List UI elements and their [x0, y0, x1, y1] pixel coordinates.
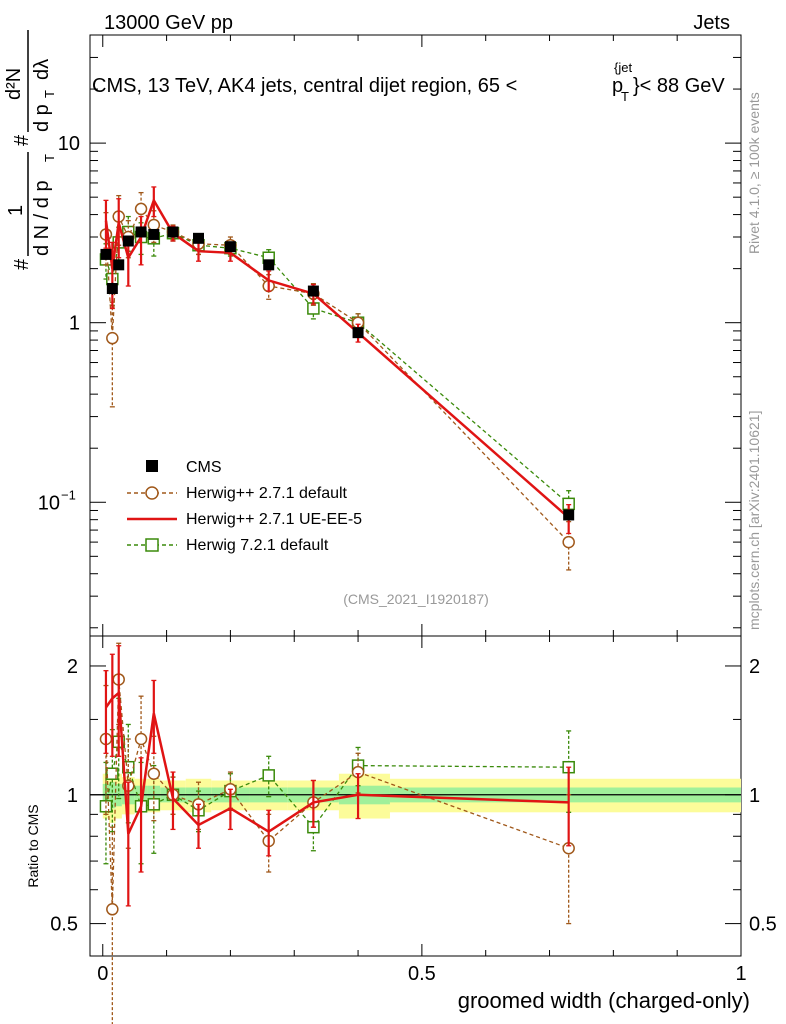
x-tick-label: 0 — [97, 963, 108, 985]
plot-title-close: }< 88 GeV — [633, 75, 725, 97]
legend-label-cms: CMS — [186, 459, 222, 476]
main-point-cms — [122, 235, 134, 247]
main-ylabel: # 1 d N / d p T # d²N d p T dλ — [3, 30, 57, 270]
main-y-tick-label: 1 — [69, 313, 80, 335]
ratio-y-tick-label: 1 — [67, 785, 78, 807]
energy-label: 13000 GeV pp — [104, 12, 233, 34]
x-tick-label: 0.5 — [408, 963, 436, 985]
analysis-id: (CMS_2021_I1920187) — [343, 591, 489, 607]
main-point-herwig271-default — [106, 331, 119, 345]
category-label: Jets — [693, 12, 730, 34]
ratio-point-herwig271-default — [134, 732, 148, 746]
plot-title-main: CMS, 13 TeV, AK4 jets, central dijet reg… — [92, 75, 517, 97]
ratio-ylabel: Ratio to CMS — [25, 804, 41, 887]
ylabel-one: 1 — [5, 205, 27, 216]
legend: CMS Herwig++ 2.7.1 default Herwig++ 2.7.… — [127, 459, 362, 554]
ratio-point-herwig271-default — [106, 903, 119, 916]
x-axis-label: groomed width (charged-only) — [458, 988, 750, 1013]
plot-title-p: p — [612, 75, 623, 97]
main-point-cms — [224, 241, 236, 253]
ylabel-T2: T — [42, 90, 57, 98]
main-point-cms — [167, 226, 179, 238]
ratio-y-tick-label-right: 0.5 — [749, 914, 777, 936]
legend-label-herwig721-default: Herwig 7.2.1 default — [186, 537, 329, 554]
ratio-point-herwig721 — [106, 767, 119, 780]
ylabel-d2N: d²N — [3, 68, 25, 100]
plot-title-jet: {jet — [614, 60, 632, 75]
ratio-y-tick-label-right: 2 — [749, 656, 760, 678]
main-point-herwig271-default — [134, 202, 148, 216]
legend-label-herwig271-default: Herwig++ 2.7.1 default — [186, 485, 348, 502]
ratio-y-tick-label-right: 1 — [749, 785, 760, 807]
main-point-cms — [113, 259, 125, 271]
rivet-label: Rivet 4.1.0, ≥ 100k events — [746, 92, 762, 254]
main-point-cms — [563, 509, 575, 521]
legend-marker-cms — [146, 460, 158, 472]
main-point-cms — [135, 226, 147, 238]
mcplots-label: mcplots.cern.ch [arXiv:2401.10621] — [746, 411, 762, 630]
main-y-tick-label: 10 — [58, 133, 80, 155]
main-point-herwig271-default — [147, 218, 161, 232]
plot-title-T: T — [621, 89, 629, 104]
ylabel-T1: T — [42, 154, 57, 162]
main-point-cms — [352, 327, 364, 339]
ylabel-dN-dpT: d N / d p — [31, 180, 53, 256]
main-point-cms — [106, 283, 118, 295]
legend-label-herwig271-ueee5: Herwig++ 2.7.1 UE-EE-5 — [186, 511, 362, 528]
main-point-herwig271-default — [562, 535, 575, 549]
main-y-tick-label: 10 — [38, 492, 60, 514]
main-y-tick-label-exponent: −1 — [61, 487, 76, 502]
ratio-y-tick-label: 0.5 — [50, 914, 78, 936]
x-tick-label: 1 — [735, 963, 746, 985]
ratio-point-herwig271-default — [147, 767, 161, 780]
main-point-cms — [263, 259, 275, 271]
ylabel-hash2: # — [11, 134, 33, 146]
legend-entry-herwig721-default: Herwig 7.2.1 default — [127, 537, 329, 554]
legend-marker-herwig271-default — [145, 486, 159, 500]
main-point-cms — [148, 228, 160, 240]
legend-entry-cms: CMS — [146, 459, 222, 476]
main-point-cms — [193, 232, 204, 244]
legend-entry-herwig271-ueee5: Herwig++ 2.7.1 UE-EE-5 — [127, 511, 362, 528]
legend-entry-herwig271-default: Herwig++ 2.7.1 default — [127, 485, 348, 502]
main-point-cms — [307, 285, 319, 297]
legend-marker-herwig721-default — [145, 538, 159, 552]
ylabel-hash: # — [11, 258, 33, 270]
main-point-cms — [100, 248, 112, 260]
ratio-y-tick-label: 2 — [67, 656, 78, 678]
ratio-point-herwig721 — [262, 769, 275, 782]
ylabel-dlambda: dλ — [31, 59, 53, 80]
plot-title: CMS, 13 TeV, AK4 jets, central dijet reg… — [92, 60, 725, 104]
ylabel-dpT: d p — [31, 104, 53, 132]
